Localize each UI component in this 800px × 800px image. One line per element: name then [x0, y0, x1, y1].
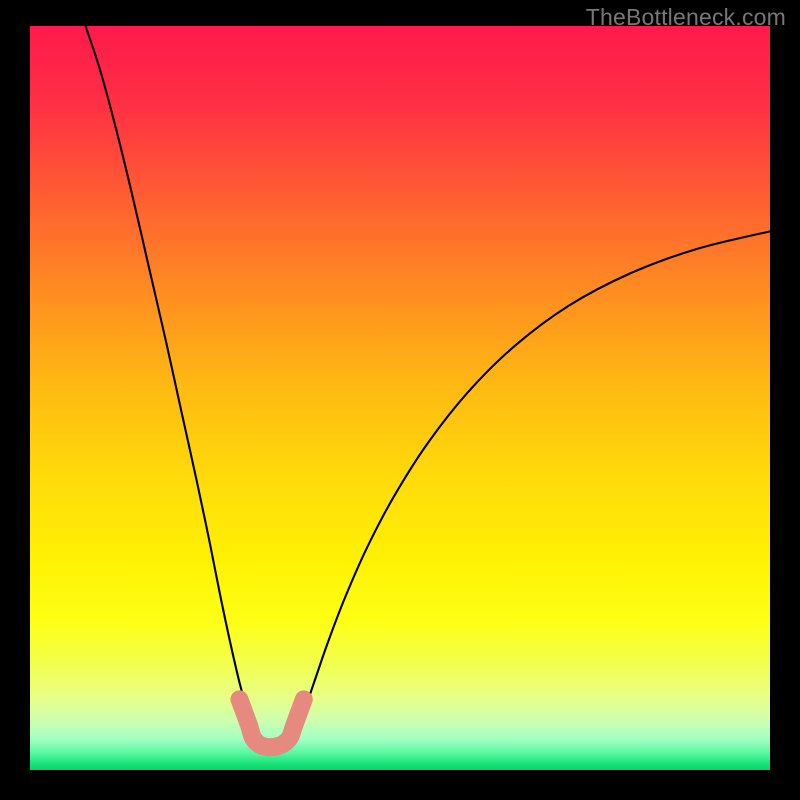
bottleneck-chart [0, 0, 800, 800]
plot-background [30, 26, 770, 770]
chart-frame: TheBottleneck.com [0, 0, 800, 800]
